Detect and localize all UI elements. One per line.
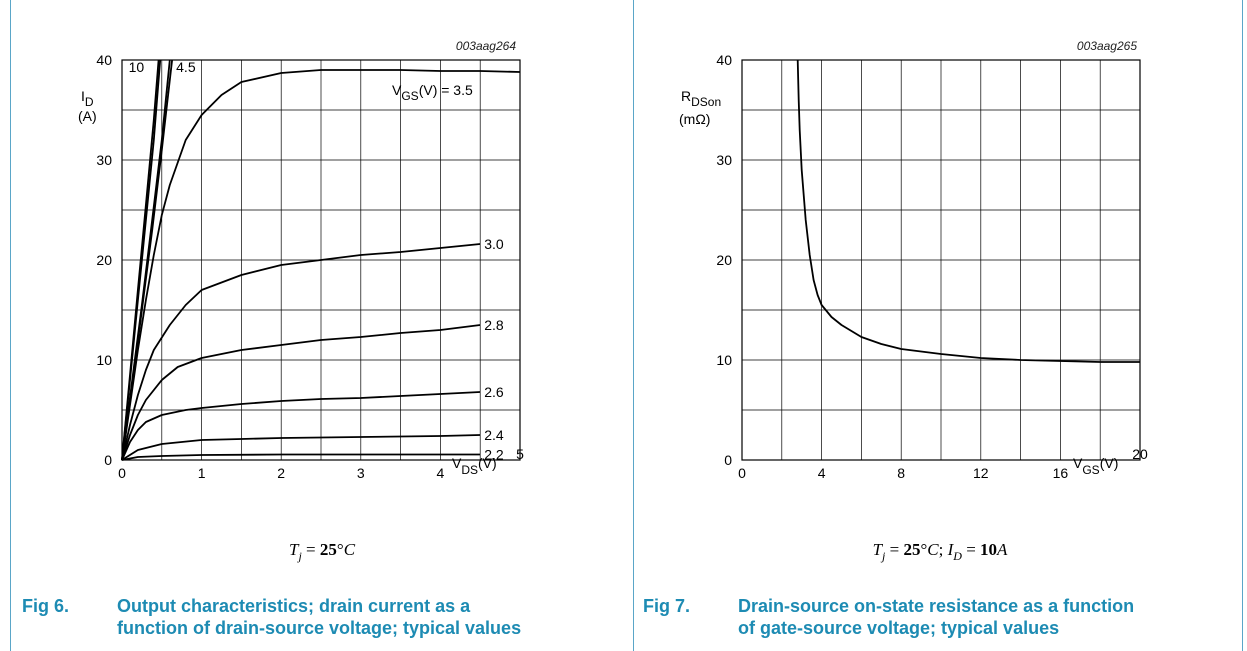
chart2-y-tick-label: 30	[716, 152, 732, 168]
chart1-series-label: 2.2	[484, 447, 504, 463]
chart2-frame	[741, 59, 1141, 461]
chart2-yunit: (mΩ)	[679, 111, 710, 127]
figure-6-caption: Fig 6. Output characteristics; drain cur…	[22, 595, 622, 641]
chart1-ylabel: ID	[81, 88, 94, 109]
chart1-y-tick-label: 0	[104, 452, 112, 468]
chart1-series-label: 4.5	[176, 59, 196, 75]
chart1-x-tick-label: 5	[516, 446, 524, 462]
chart1-series-label: 2.4	[484, 427, 504, 443]
chart1-series-line	[121, 243, 481, 461]
chart1-y-tick-label: 20	[96, 252, 112, 268]
chart2-series-line	[796, 59, 1140, 363]
chart1-series-line	[121, 59, 162, 461]
chart1-y-tick-label: 40	[96, 52, 112, 68]
chart2-condition: Tj = 25°C; ID = 10A	[873, 540, 1008, 563]
chart1-condition: Tj = 25°C	[289, 540, 356, 563]
chart1-labels: 003aag264 ID (A) VDS(V) VGS(V) = 3.5	[78, 39, 518, 477]
figure-6-title-line1: Output characteristics; drain current as…	[117, 596, 471, 616]
figure-7-caption: Fig 7. Drain-source on-state resistance …	[643, 595, 1243, 641]
chart1-series-label: 10	[129, 59, 145, 75]
chart1-frame	[121, 59, 521, 461]
chart1-plot: 0 1 2 3 4 5 0 10 20 30 40 10 4.5 3.0 2.8 2.6 2.4 2.2	[96, 52, 524, 481]
chart1-x-tick-label: 3	[357, 465, 365, 481]
chart2-labels: 003aag265 RDSon (mΩ) VGS(V)	[679, 39, 1137, 477]
chart1-x-tick-label: 2	[277, 465, 285, 481]
panel-right-border	[1242, 0, 1243, 651]
chart2-x-tick-label: 0	[738, 465, 746, 481]
chart2-plot: 0 4 8 12 16 20 0 10 20 30 40	[716, 52, 1148, 481]
chart2-x-tick-label: 20	[1132, 446, 1148, 462]
chart1-x-tick-label: 0	[118, 465, 126, 481]
chart1-xlabel: VDS(V)	[452, 455, 497, 477]
chart2-y-tick-label: 10	[716, 352, 732, 368]
chart1-y-tick-label: 10	[96, 352, 112, 368]
chart2-xlabel: VGS(V)	[1073, 455, 1118, 477]
chart1-legend-bg	[390, 76, 518, 102]
chart1-x-tick-label: 1	[198, 465, 206, 481]
figure-6-title-line2: function of drain-source voltage; typica…	[117, 618, 522, 638]
figure-6-number: Fig 6.	[22, 596, 70, 616]
figure-7-title-line1: Drain-source on-state resistance as a fu…	[738, 596, 1135, 616]
chart1-series-label: 3.0	[484, 236, 504, 252]
chart2-y-tick-label: 0	[724, 452, 732, 468]
chart1-series-line	[121, 391, 481, 461]
chart2-y-tick-label: 20	[716, 252, 732, 268]
chart1-yunit: (A)	[78, 108, 97, 124]
chart1-series-line	[121, 453, 481, 461]
chart2-code: 003aag265	[1077, 39, 1137, 53]
chart2-y-tick-label: 40	[716, 52, 732, 68]
chart2-ylabel: RDSon	[681, 88, 721, 109]
figure-7-number: Fig 7.	[643, 596, 691, 616]
chart1-y-tick-label: 30	[96, 152, 112, 168]
panel-divider	[633, 0, 634, 651]
figure-7-title-line2: of gate-source voltage; typical values	[738, 618, 1060, 638]
chart1-series-label: 2.8	[484, 317, 504, 333]
chart2-x-tick-label: 12	[973, 465, 989, 481]
chart1-series-line	[121, 59, 171, 461]
chart1-legend: VGS(V) = 3.5	[392, 82, 473, 103]
chart1-code: 003aag264	[456, 39, 516, 53]
panel-left-border	[10, 0, 11, 651]
chart2-x-tick-label: 8	[897, 465, 905, 481]
chart1-series-line	[121, 69, 521, 461]
chart1-series-line	[121, 324, 481, 461]
chart2-x-tick-label: 4	[818, 465, 826, 481]
chart1-series-line	[121, 434, 481, 461]
chart1-x-tick-label: 4	[437, 465, 445, 481]
chart2-x-tick-label: 16	[1053, 465, 1069, 481]
chart1-series-label: 2.6	[484, 384, 504, 400]
